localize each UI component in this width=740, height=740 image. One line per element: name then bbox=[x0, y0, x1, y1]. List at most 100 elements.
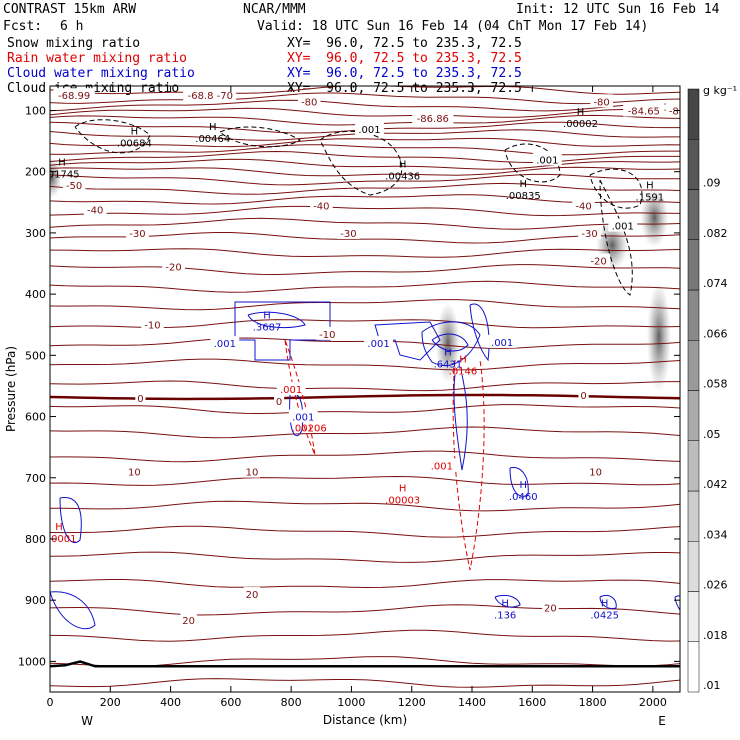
colorbar-bin bbox=[687, 239, 700, 291]
label-background bbox=[297, 94, 321, 108]
y-tick-label: 400 bbox=[25, 288, 46, 301]
extremum-mark: H bbox=[55, 522, 63, 533]
y-tick-label: 600 bbox=[25, 411, 46, 424]
y-tick-label: 900 bbox=[25, 594, 46, 607]
isotherm-line bbox=[50, 475, 680, 486]
surface-line bbox=[50, 660, 680, 668]
label-background bbox=[180, 612, 197, 626]
freezing-level-line bbox=[50, 393, 680, 401]
contour-value-label: .001 bbox=[612, 222, 634, 233]
colorbar-bin bbox=[687, 440, 700, 492]
isotherm-line bbox=[50, 107, 680, 118]
y-tick-label: 300 bbox=[25, 227, 46, 240]
x-tick-label: 1600 bbox=[518, 696, 546, 709]
extremum-mark: H bbox=[263, 311, 271, 322]
cloud-water-contour bbox=[494, 594, 521, 608]
isotherm-line bbox=[50, 150, 680, 164]
model-title: CONTRAST 15km ARW bbox=[3, 2, 137, 17]
extremum-mark: H bbox=[58, 158, 66, 169]
label-background bbox=[53, 88, 95, 102]
colorbar-bin bbox=[687, 390, 700, 441]
isotherm-line bbox=[50, 92, 680, 105]
isotherm-line bbox=[50, 99, 680, 112]
extremum-mark: H bbox=[601, 598, 609, 609]
label-background bbox=[135, 391, 146, 405]
extremum-mark: H bbox=[519, 179, 527, 190]
isotherm-line bbox=[50, 264, 680, 276]
isotherm-label: -40 bbox=[575, 201, 591, 212]
isotherm-line bbox=[50, 205, 680, 217]
x-tick-label: 1800 bbox=[579, 696, 607, 709]
cloud-water-contour bbox=[421, 321, 481, 367]
label-background bbox=[665, 103, 680, 117]
forecast-hours: 6 h bbox=[60, 19, 84, 34]
colorbar-bin bbox=[687, 289, 700, 341]
isotherm-line bbox=[50, 358, 680, 371]
isotherm-line bbox=[50, 144, 680, 156]
isotherm-line bbox=[50, 232, 680, 244]
isotherm-label: -50 bbox=[66, 181, 82, 192]
legend-row-xy: XY= 96.0, 72.5 to 235.3, 72.5 bbox=[287, 66, 522, 81]
y-tick-label: 1000 bbox=[18, 655, 46, 668]
extremum-value: .1591 bbox=[636, 192, 665, 203]
label-background bbox=[355, 121, 384, 135]
colorbar-tick-label: .042 bbox=[703, 478, 728, 491]
contour-value-label: .001 bbox=[367, 339, 389, 350]
isotherm-label: -80 bbox=[593, 97, 609, 108]
colorbar-tick-label: .066 bbox=[703, 327, 728, 340]
isotherm-label: -70 bbox=[217, 91, 233, 102]
extremum-mark: H bbox=[501, 598, 509, 609]
extremum-mark: H bbox=[399, 159, 407, 170]
x-tick-label: 2000 bbox=[639, 696, 667, 709]
isotherm-label: -80 bbox=[301, 97, 317, 108]
legend-row-xy: XY= 96.0, 72.5 to 235.3, 72.5 bbox=[287, 36, 522, 51]
extremum-value: .00436 bbox=[385, 171, 420, 182]
isotherm-line bbox=[50, 500, 680, 512]
isotherm-label: 20 bbox=[544, 604, 557, 615]
isotherm-label: 0 bbox=[580, 391, 586, 402]
east-label: E bbox=[658, 714, 666, 728]
y-axis-label: Pressure (hPa) bbox=[4, 346, 18, 432]
cloud-water-contour bbox=[59, 497, 82, 543]
label-background bbox=[162, 259, 185, 273]
colorbar-bin bbox=[687, 139, 700, 190]
label-background bbox=[276, 382, 306, 395]
legend-row-xy: XY= 96.0, 72.5 to 235.3, 72.5 bbox=[287, 51, 522, 66]
isotherm-line bbox=[50, 173, 680, 186]
colorbar-bin bbox=[687, 88, 700, 140]
cloud-ice-contour bbox=[599, 179, 633, 296]
isotherm-line bbox=[50, 656, 680, 667]
label-background bbox=[364, 336, 393, 350]
isotherm-line bbox=[50, 248, 680, 258]
isotherm-label: 0 bbox=[276, 397, 282, 408]
extremum-mark: H bbox=[209, 122, 217, 133]
x-tick-label: 1000 bbox=[337, 696, 365, 709]
isotherm-line bbox=[50, 426, 680, 439]
colorbar-tick-label: .018 bbox=[703, 629, 728, 642]
label-background bbox=[623, 103, 665, 117]
extremum-mark: H bbox=[646, 180, 654, 191]
snow-shaded-area bbox=[640, 187, 669, 248]
colorbar-unit: g kg⁻¹ bbox=[703, 84, 737, 97]
init-time: Init: 12 UTC Sun 16 Feb 14 bbox=[516, 2, 720, 17]
cloud-ice-contour bbox=[319, 130, 403, 196]
colorbar-tick-label: .05 bbox=[703, 428, 721, 441]
label-background bbox=[337, 225, 360, 239]
isotherm-label: -68.99 bbox=[58, 91, 90, 102]
label-background bbox=[273, 394, 285, 408]
y-tick-label: 500 bbox=[25, 349, 46, 362]
isotherm-label: -84.65 bbox=[628, 106, 660, 117]
institution-label: NCAR/MMM bbox=[243, 2, 306, 17]
legend-row-name: Snow mixing ratio bbox=[7, 36, 141, 51]
rain-water-contour bbox=[452, 359, 485, 571]
label-background bbox=[487, 334, 517, 348]
colorbar-bin bbox=[687, 541, 700, 592]
colorbar-tick-label: .074 bbox=[703, 277, 728, 290]
label-background bbox=[126, 464, 143, 478]
extremum-mark: H bbox=[459, 355, 467, 366]
label-background bbox=[608, 218, 638, 232]
isotherm-label: -20 bbox=[590, 256, 606, 267]
extremum-mark: H bbox=[444, 347, 452, 358]
isotherm-label: -20 bbox=[165, 263, 181, 274]
